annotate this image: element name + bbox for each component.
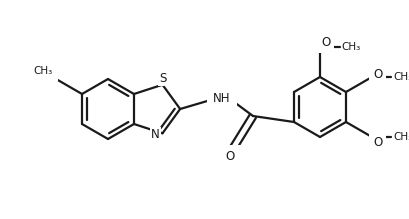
Text: S: S [159,72,166,85]
Text: O: O [373,69,382,81]
Text: O: O [225,150,235,164]
Text: NH: NH [213,92,231,106]
Text: CH₃: CH₃ [393,132,409,142]
Text: CH₃: CH₃ [393,72,409,82]
Text: CH₃: CH₃ [34,66,53,76]
Text: O: O [321,37,330,49]
Text: N: N [151,128,160,141]
Text: CH₃: CH₃ [342,42,361,52]
Text: O: O [373,136,382,148]
